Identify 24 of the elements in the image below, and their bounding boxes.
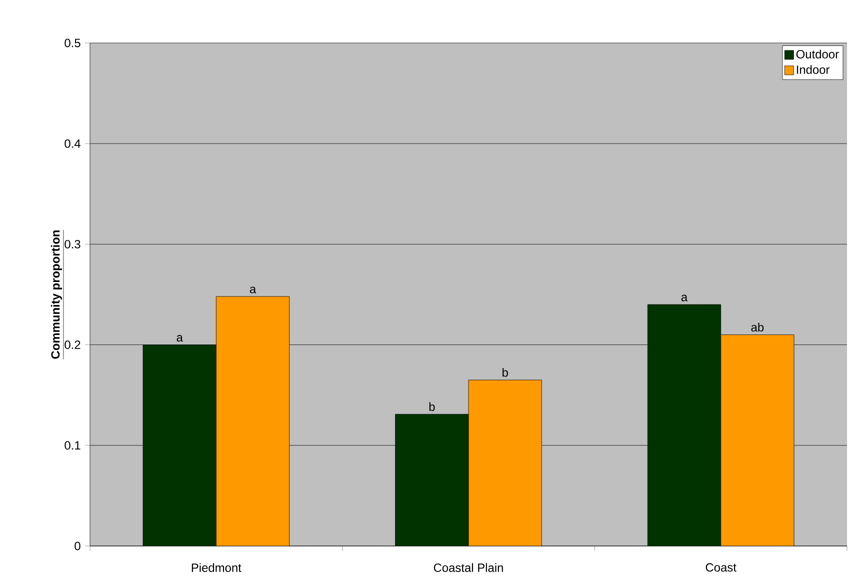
y-tick-label: 0.3	[64, 240, 80, 248]
bar	[468, 380, 542, 546]
x-tick-label: Coast	[706, 563, 736, 572]
y-tick-label: 0.4	[64, 139, 80, 148]
bar	[142, 344, 216, 546]
y-tick-label: 0.5	[64, 38, 80, 48]
y-tick-label: 0.2	[64, 340, 80, 350]
bar	[720, 334, 794, 546]
annotation: a	[176, 335, 183, 342]
bar	[647, 304, 722, 546]
y-tick-label: 0	[74, 542, 80, 550]
y-tick-label: 0.1	[64, 441, 80, 450]
bar	[216, 296, 290, 546]
annotation: ab	[751, 322, 764, 332]
y-axis-title: Community proportion	[50, 230, 62, 359]
x-tick-label: Piedmont	[192, 563, 242, 572]
annotation: a	[250, 286, 256, 294]
annotation: b	[429, 402, 435, 411]
annotation: a	[681, 294, 688, 302]
bar	[395, 414, 469, 546]
x-tick-label: Coastal Plain	[434, 563, 503, 572]
legend-label: Outdoor	[796, 50, 839, 58]
legend-label: Indoor	[796, 65, 830, 74]
annotation: b	[502, 368, 508, 377]
